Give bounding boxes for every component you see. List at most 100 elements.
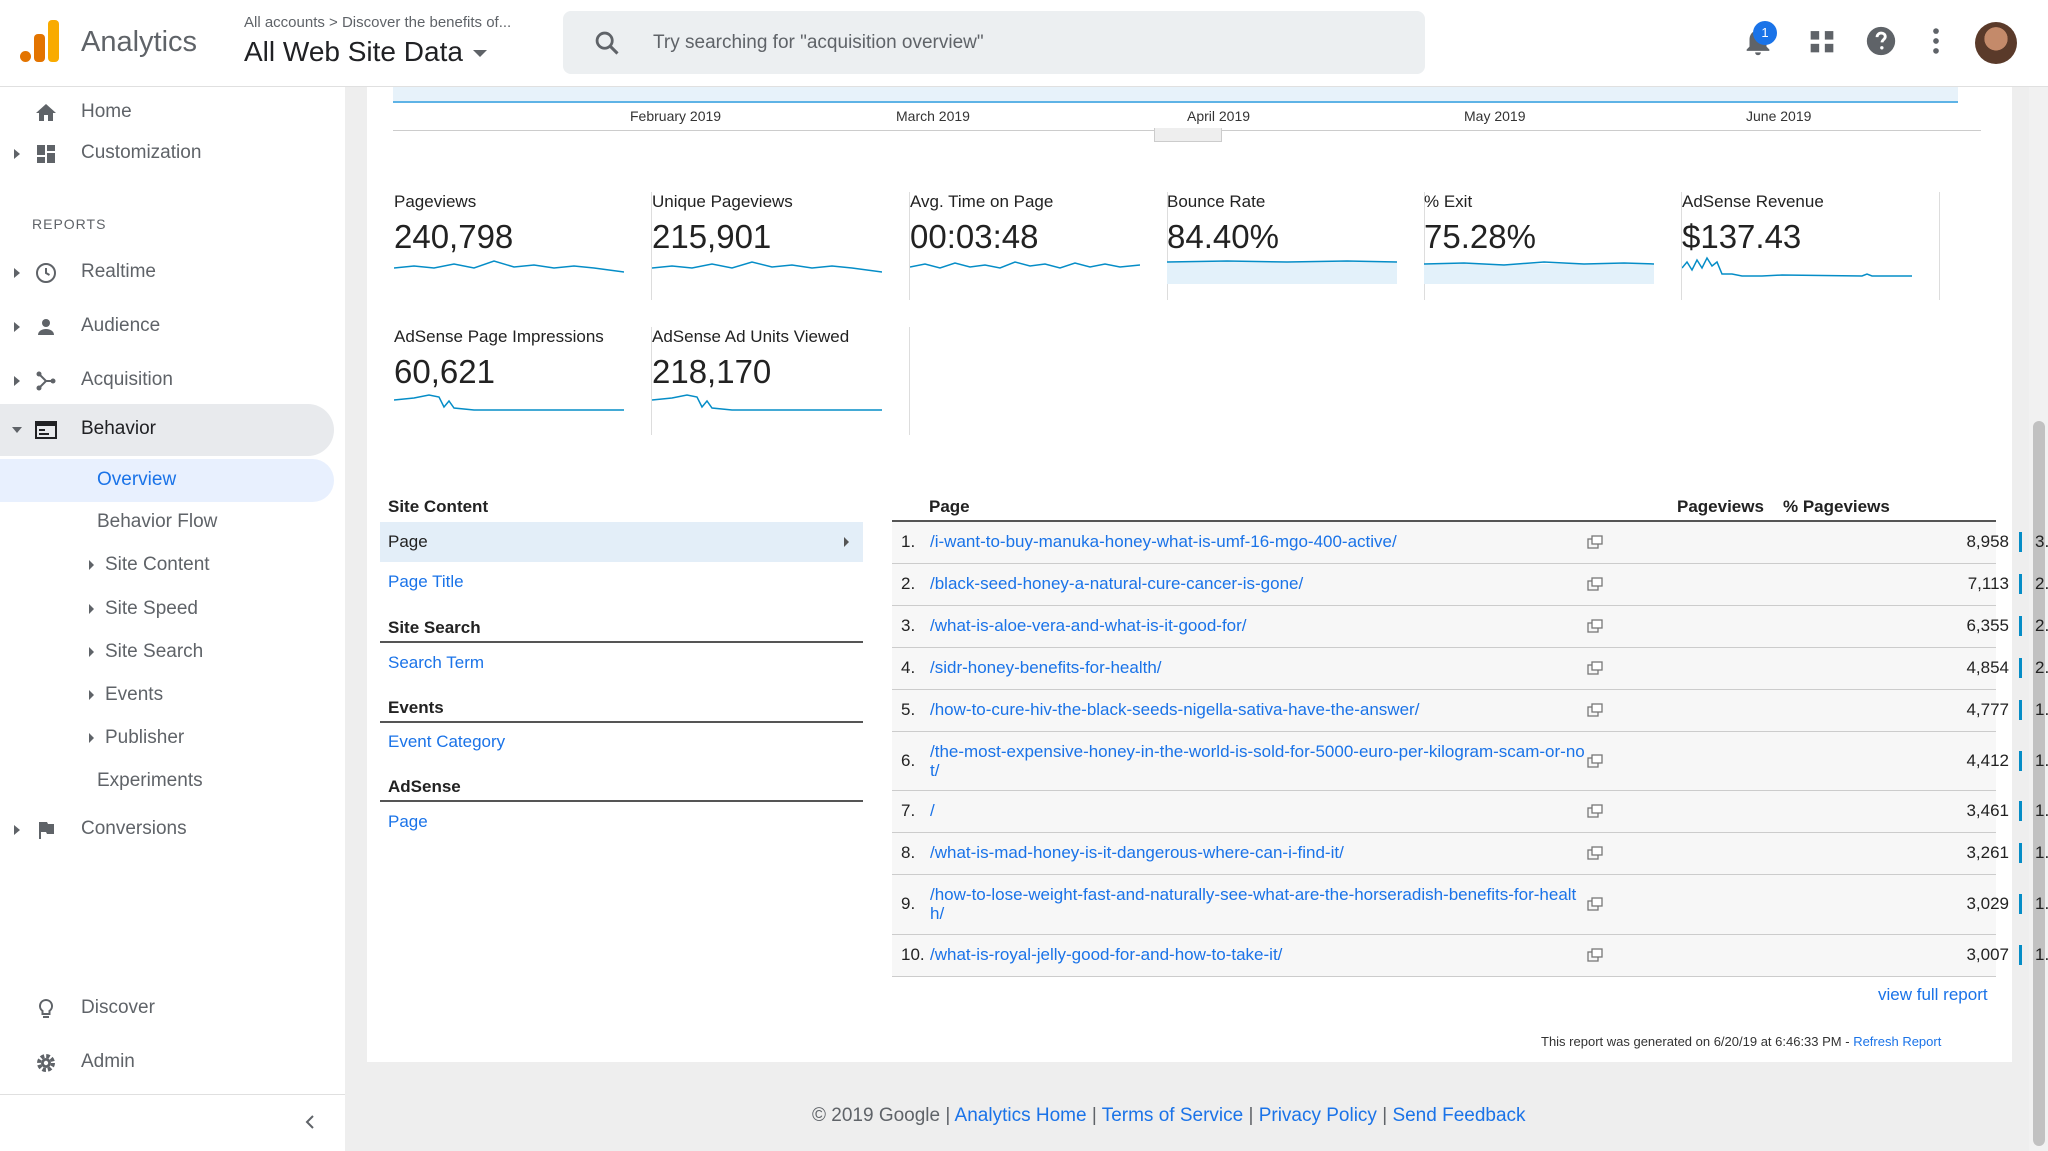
adsense-page-link[interactable]: Page [388,812,428,831]
pct-bar [2019,843,2022,863]
pct-value: 1.26% [2035,894,2048,913]
column-header-pageviews[interactable]: Pageviews [1677,497,1764,516]
sidebar-subitem-overview[interactable]: Overview [0,459,334,502]
breadcrumb[interactable]: All accounts > Discover the benefits of.… [244,14,512,31]
page-link[interactable]: /sidr-honey-benefits-for-health/ [930,658,1162,677]
metric-unique-pageviews[interactable]: Unique Pageviews 215,901 [652,192,910,300]
page-title-link[interactable]: Page Title [388,572,464,591]
external-link-icon[interactable] [1587,846,1603,860]
external-link-icon[interactable] [1587,619,1603,633]
top-bar: Analytics All accounts > Discover the be… [0,0,2048,87]
sidebar-subitem-site-speed[interactable]: Site Speed [0,588,334,631]
sidebar-item-home[interactable]: Home [0,87,334,139]
page-link[interactable]: /how-to-cure-hiv-the-black-seeds-nigella… [930,700,1420,719]
sidebar-subitem-behavior-flow[interactable]: Behavior Flow [0,501,334,544]
external-link-icon[interactable] [1587,948,1603,962]
refresh-report-link[interactable]: Refresh Report [1853,1034,1942,1049]
search-bar[interactable] [563,11,1425,74]
sidebar-subitem-experiments[interactable]: Experiments [0,760,334,803]
sidebar-item-label: Behavior Flow [97,511,218,532]
view-full-report-link[interactable]: view full report [1878,985,1988,1004]
metric-label: AdSense Revenue [1682,192,1824,211]
metric-label: Bounce Rate [1167,192,1266,211]
metric-bounce-rate[interactable]: Bounce Rate 84.40% [1167,192,1425,300]
pct-value: 2.64% [2035,616,2048,635]
sidebar-item-audience[interactable]: Audience [0,301,334,353]
row-number: 10. [901,945,925,964]
table-row: 6. /the-most-expensive-honey-in-the-worl… [892,732,2048,791]
metric-value: 84.40% [1167,218,1279,255]
sidebar-subitem-events[interactable]: Events [0,674,334,717]
sidebar-item-admin[interactable]: Admin [0,1037,334,1089]
sidebar-item-label: Behavior [81,418,156,439]
site-content-page-selected[interactable]: Page [380,522,863,562]
page-link[interactable]: /black-seed-honey-a-natural-cure-cancer-… [930,574,1304,593]
page-link[interactable]: / [930,801,935,820]
external-link-icon[interactable] [1587,804,1603,818]
pageviews-value: 3,261 [1966,843,2009,862]
avatar[interactable] [1975,22,2017,64]
column-header-pct-pageviews[interactable]: % Pageviews [1783,497,1890,516]
privacy-policy-link[interactable]: Privacy Policy [1258,1105,1377,1126]
search-term-link[interactable]: Search Term [388,653,485,672]
sidebar: Home Customization REPORTS Realtime Audi… [0,87,345,1151]
page-link[interactable]: /i-want-to-buy-manuka-honey-what-is-umf-… [930,532,1397,551]
row-number: 5. [901,700,916,719]
external-link-icon[interactable] [1587,703,1603,717]
sidebar-subitem-publisher[interactable]: Publisher [0,717,334,760]
external-link-icon[interactable] [1587,754,1603,768]
apps-grid-icon[interactable] [1805,22,1839,60]
sidebar-subitem-site-search[interactable]: Site Search [0,631,334,674]
app-name[interactable]: Analytics [81,26,198,58]
metric-adsense-revenue[interactable]: AdSense Revenue $137.43 [1682,192,1940,300]
sidebar-item-label: Audience [81,315,161,336]
external-link-icon[interactable] [1587,897,1603,911]
home-icon [36,104,56,121]
sidebar-item-conversions[interactable]: Conversions [0,804,334,856]
terms-of-service-link[interactable]: Terms of Service [1101,1105,1244,1126]
sidebar-item-acquisition[interactable]: Acquisition [0,355,334,407]
sidebar-item-customization[interactable]: Customization [0,128,334,180]
scrollbar-thumb[interactable] [2033,421,2045,1146]
external-link-icon[interactable] [1587,535,1603,549]
metric-adsense-page-impressions[interactable]: AdSense Page Impressions 60,621 [394,327,652,435]
analytics-home-link[interactable]: Analytics Home [954,1105,1087,1126]
table-row: 8. /what-is-mad-honey-is-it-dangerous-wh… [892,833,2048,875]
external-link-icon[interactable] [1587,577,1603,591]
metric-avg-time-on-page[interactable]: Avg. Time on Page 00:03:48 [910,192,1168,300]
event-category-link[interactable]: Event Category [388,732,506,751]
page-link[interactable]: /what-is-aloe-vera-and-what-is-it-good-f… [930,616,1247,635]
timeline-resize-handle[interactable] [1154,128,1222,142]
metric-exit[interactable]: % Exit 75.28% [1424,192,1682,300]
sidebar-item-discover[interactable]: Discover [0,983,334,1035]
metric-pageviews[interactable]: Pageviews 240,798 [394,192,652,300]
sidebar-item-label: Home [81,101,132,122]
expand-arrow-icon [89,733,94,743]
send-feedback-link[interactable]: Send Feedback [1392,1105,1526,1126]
pct-value: 2.95% [2035,574,2048,593]
metric-sparkline [1682,256,1912,277]
page-link[interactable]: /the-most-expensive-honey-in-the-world-i… [930,742,1585,780]
more-vert-icon[interactable] [1919,22,1953,60]
sidebar-item-realtime[interactable]: Realtime [0,247,334,299]
collapse-sidebar-icon[interactable] [302,1114,318,1130]
caret-down-icon [472,50,487,58]
help-icon[interactable] [1864,22,1898,60]
analytics-logo[interactable] [20,20,59,62]
metric-adsense-ad-units-viewed[interactable]: AdSense Ad Units Viewed 218,170 [652,327,910,435]
metric-value: 240,798 [394,218,514,255]
page-link[interactable]: /how-to-lose-weight-fast-and-naturally-s… [930,885,1577,923]
pct-bar [2019,658,2022,678]
adsense-heading: AdSense [388,777,461,796]
search-input[interactable] [653,29,1353,57]
sidebar-subitem-site-content[interactable]: Site Content [0,544,334,587]
sidebar-item-behavior[interactable]: Behavior [0,404,334,456]
page-link[interactable]: /what-is-royal-jelly-good-for-and-how-to… [930,945,1283,964]
expand-arrow-icon [89,560,94,570]
metric-label: AdSense Page Impressions [394,327,604,346]
view-selector[interactable]: All Web Site Data [244,36,487,68]
external-link-icon[interactable] [1587,661,1603,675]
page-link[interactable]: /what-is-mad-honey-is-it-dangerous-where… [930,843,1344,862]
site-search-heading: Site Search [388,618,481,637]
